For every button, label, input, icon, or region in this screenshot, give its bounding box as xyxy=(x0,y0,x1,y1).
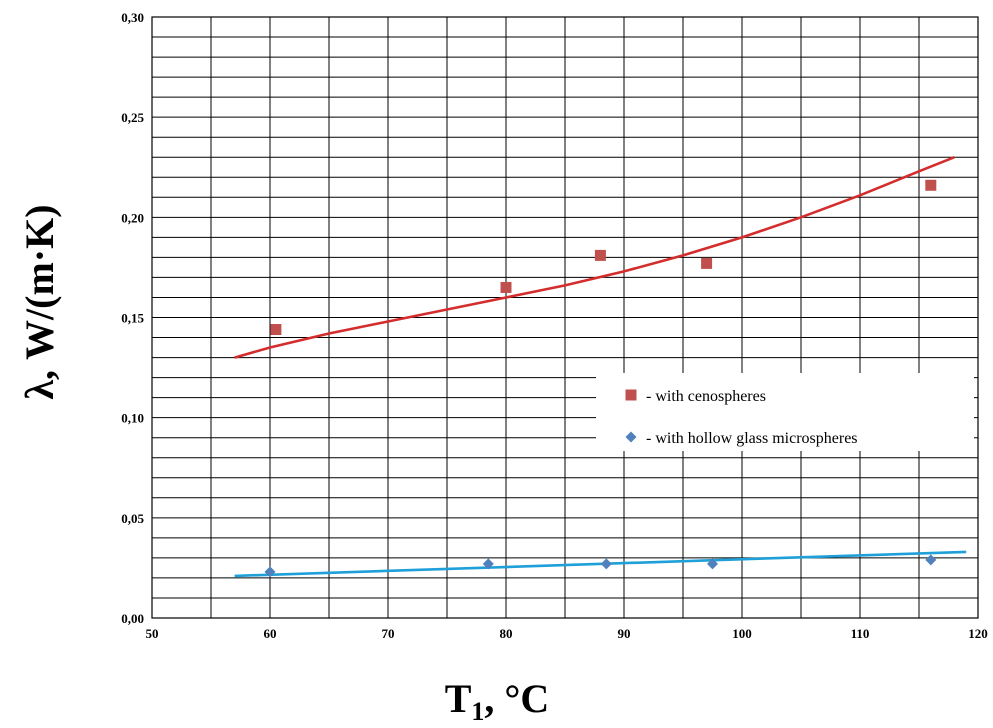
data-point xyxy=(701,257,713,269)
x-axis-label-main: T xyxy=(445,676,472,721)
x-tick-label: 70 xyxy=(382,626,395,641)
data-point xyxy=(707,558,718,570)
x-axis-ticks: 50 60 70 80 90 100 110 120 xyxy=(146,626,988,641)
y-axis-label: λ, W/(m·K) xyxy=(17,204,62,399)
y-tick-label: 0,20 xyxy=(121,210,144,225)
legend-marker xyxy=(625,389,637,401)
legend-box xyxy=(596,373,974,451)
y-tick-label: 0,15 xyxy=(121,311,144,326)
y-axis-ticks: 0,00 0,05 0,10 0,15 0,20 0,25 0,30 xyxy=(121,10,144,626)
x-tick-label: 50 xyxy=(146,626,159,641)
legend: - with cenospheres - with hollow glass mi… xyxy=(596,373,974,451)
y-tick-label: 0,30 xyxy=(121,10,144,25)
y-tick-label: 0,10 xyxy=(121,411,144,426)
x-tick-label: 100 xyxy=(732,626,752,641)
data-point xyxy=(594,249,606,261)
y-tick-label: 0,25 xyxy=(121,110,144,125)
y-tick-label: 0,00 xyxy=(121,611,144,626)
legend-marker xyxy=(625,431,637,443)
data-point xyxy=(482,558,494,570)
x-axis-label: T1, °C xyxy=(445,676,550,726)
data-point xyxy=(500,281,512,293)
data-point xyxy=(264,566,276,578)
plot-area-frame xyxy=(151,16,979,619)
x-tick-label: 90 xyxy=(618,626,631,641)
data-point xyxy=(925,554,937,566)
legend-items: - with cenospheres - with hollow glass mi… xyxy=(625,388,858,447)
trend-line xyxy=(234,550,967,578)
x-tick-label: 80 xyxy=(500,626,513,641)
x-tick-label: 120 xyxy=(968,626,988,641)
x-tick-label: 60 xyxy=(264,626,277,641)
x-axis-label-subscript: 1 xyxy=(471,697,484,726)
x-axis-label-unit: , °C xyxy=(484,676,549,721)
legend-label: - with cenospheres xyxy=(646,388,766,405)
trend-line xyxy=(234,155,955,359)
data-points xyxy=(264,179,937,578)
trend-lines xyxy=(234,155,967,578)
legend-label: - with hollow glass microspheres xyxy=(646,430,858,447)
x-tick-label: 110 xyxy=(851,626,870,641)
y-tick-label: 0,05 xyxy=(121,511,144,526)
grid xyxy=(151,16,979,619)
data-point xyxy=(600,558,612,570)
data-point xyxy=(270,324,282,336)
data-point xyxy=(925,179,937,191)
